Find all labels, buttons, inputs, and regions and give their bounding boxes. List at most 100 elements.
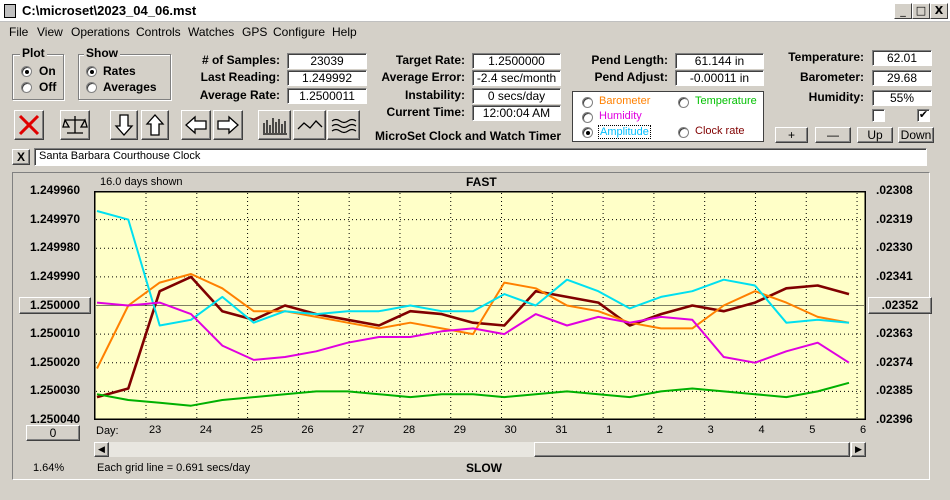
- right-tick-label: .02374: [876, 354, 913, 369]
- series-line-amplitude: [96, 210, 850, 327]
- clock-name-input[interactable]: Santa Barbara Courthouse Clock: [34, 148, 927, 166]
- down-button[interactable]: Down: [898, 127, 934, 143]
- x-tick-label: 3: [707, 424, 714, 436]
- pend-adjust-label: Pend Adjust:: [594, 70, 668, 84]
- menu-help[interactable]: Help: [332, 25, 357, 39]
- x-tick-label: 24: [199, 424, 213, 436]
- left-tick-label: 1.249980: [30, 240, 81, 255]
- right-arrow-button[interactable]: [213, 110, 243, 140]
- up-button[interactable]: Up: [857, 127, 893, 143]
- plot-area: [94, 191, 866, 420]
- menu-file[interactable]: File: [9, 25, 29, 39]
- humidity-readout-label: Humidity:: [808, 90, 864, 104]
- right-tick-label: .02308: [876, 183, 913, 197]
- scroll-thumb[interactable]: [534, 442, 850, 457]
- menu-controls[interactable]: Controls: [136, 25, 181, 39]
- clockrate-radio[interactable]: [678, 127, 689, 138]
- offset-zero-button[interactable]: 0: [26, 425, 80, 441]
- balance-icon: [62, 116, 88, 134]
- scroll-left-button[interactable]: ◀: [94, 442, 109, 457]
- horizontal-scrollbar[interactable]: ◀ ▶: [94, 442, 866, 457]
- plot-on-radio[interactable]: [21, 66, 32, 77]
- instability-field: 0 secs/day: [472, 88, 561, 104]
- plot-off-radio[interactable]: [21, 82, 32, 93]
- menu-configure[interactable]: Configure: [273, 25, 326, 39]
- menu-gps[interactable]: GPS: [242, 25, 268, 39]
- humidity-radio[interactable]: [582, 112, 593, 123]
- current-time-label: Current Time:: [386, 105, 465, 119]
- arrow-right-icon: [217, 115, 239, 135]
- x-tick-label: 31: [555, 424, 568, 436]
- x-tick-label: 6: [860, 424, 867, 436]
- menu-watches[interactable]: Watches: [188, 25, 235, 39]
- x-tick-label: 2: [656, 424, 664, 436]
- pend-length-label: Pend Length:: [591, 53, 668, 67]
- temperature-radio[interactable]: [678, 97, 689, 108]
- wave-icon: [331, 118, 356, 134]
- minimize-button[interactable]: _: [894, 3, 912, 19]
- down-arrow-button[interactable]: [110, 110, 138, 140]
- amplitude-radio[interactable]: [582, 127, 593, 138]
- temperature-readout-label: Temperature:: [788, 50, 864, 64]
- right-tick-label: .02396: [876, 412, 913, 426]
- left-tick-label: 1.250030: [30, 383, 81, 398]
- minus-button[interactable]: —: [815, 127, 851, 143]
- bar-chart-icon: [262, 118, 287, 135]
- average-rate-field: 1.2500011: [287, 88, 367, 104]
- bars-view-button[interactable]: [258, 110, 291, 140]
- right-tick-label: .02363: [876, 326, 913, 341]
- x-tick-label: 23: [149, 424, 162, 436]
- pend-length-field: 61.144 in: [675, 53, 764, 69]
- average-error-field: -2.4 sec/month: [472, 70, 561, 86]
- temperature-readout-field: 62.01: [872, 50, 932, 66]
- stop-button[interactable]: [14, 110, 44, 140]
- chart-panel: [12, 172, 930, 480]
- samples-field: 23039: [287, 53, 367, 69]
- series-line-clock-rate: [96, 275, 850, 399]
- wave-view-button[interactable]: [327, 110, 360, 140]
- line-view-button[interactable]: [293, 110, 326, 140]
- target-rate-field[interactable]: 1.2500000: [472, 53, 561, 69]
- series-line-temperature: [96, 381, 850, 407]
- menu-view[interactable]: View: [37, 25, 63, 39]
- app-title: MicroSet Clock and Watch Timer: [375, 129, 562, 143]
- barometer-label: Barometer: [599, 95, 651, 107]
- checkbox-2[interactable]: ✔: [917, 109, 930, 122]
- x-axis-prefix: Day:: [96, 425, 119, 437]
- fast-label: FAST: [466, 175, 497, 189]
- x-tick-label: 26: [301, 424, 314, 436]
- left-tick-label: 1.249970: [30, 211, 81, 226]
- title-bar: C:\microset\2023_04_06.mst _ □ X: [0, 0, 950, 22]
- average-error-label: Average Error:: [381, 70, 465, 84]
- pend-adjust-field: -0.00011 in: [675, 70, 764, 86]
- plot-off-label: Off: [39, 80, 57, 94]
- x-tick-label: 1: [606, 424, 613, 436]
- center-rate-button[interactable]: 1.250000: [19, 297, 91, 314]
- percent-label: 1.64%: [33, 462, 65, 474]
- left-arrow-button[interactable]: [181, 110, 211, 140]
- x-icon: [18, 114, 40, 136]
- up-arrow-button[interactable]: [141, 110, 169, 140]
- clockrate-label: Clock rate: [695, 125, 745, 137]
- balance-button[interactable]: [60, 110, 90, 140]
- menu-operations[interactable]: Operations: [71, 25, 130, 39]
- plot-on-label: On: [39, 64, 56, 78]
- average-rate-label: Average Rate:: [199, 88, 280, 102]
- show-averages-radio[interactable]: [86, 82, 97, 93]
- checkbox-1[interactable]: [872, 109, 885, 122]
- barometer-readout-label: Barometer:: [799, 70, 864, 84]
- humidity-label: Humidity: [599, 110, 642, 122]
- maximize-button[interactable]: □: [912, 3, 930, 19]
- x-tick-label: 30: [504, 424, 517, 436]
- barometer-radio[interactable]: [582, 97, 593, 108]
- center-amplitude-button[interactable]: .02352: [868, 297, 932, 314]
- scroll-right-button[interactable]: ▶: [851, 442, 866, 457]
- show-rates-radio[interactable]: [86, 66, 97, 77]
- show-averages-label: Averages: [103, 80, 157, 94]
- clear-name-button[interactable]: X: [12, 149, 30, 165]
- close-button[interactable]: X: [930, 3, 948, 19]
- arrow-left-icon: [185, 115, 207, 135]
- barometer-readout-field: 29.68: [872, 70, 932, 86]
- show-rates-label: Rates: [103, 64, 136, 78]
- plus-button[interactable]: +: [775, 127, 808, 143]
